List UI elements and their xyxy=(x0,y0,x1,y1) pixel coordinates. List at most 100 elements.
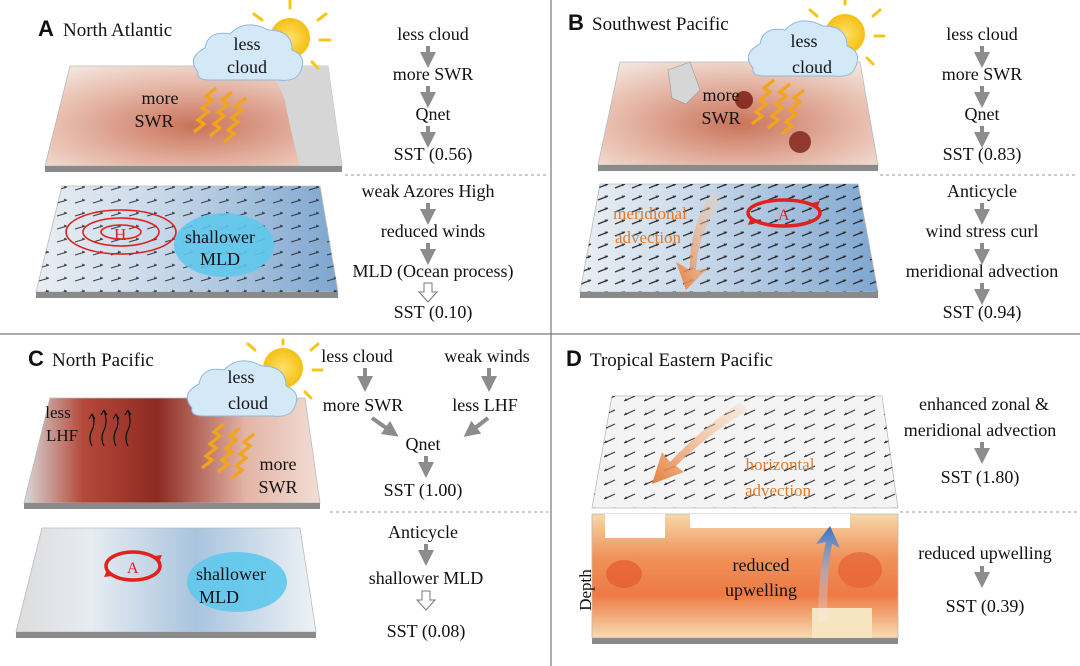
chain-step: SST (0.08) xyxy=(387,621,466,642)
panel-d: D Tropical Eastern Pacific horizontal ad… xyxy=(566,346,1078,644)
chain-step: enhanced zonal & xyxy=(919,394,1049,414)
cloud-text-line2: cloud xyxy=(792,57,832,77)
swr-wave-icon xyxy=(201,422,255,480)
panel-d-wind-map xyxy=(591,395,899,509)
chain-step: less cloud xyxy=(946,24,1018,44)
advection-arrow-icon xyxy=(676,192,722,290)
cloud-text-line1: less xyxy=(234,34,261,54)
chain-step: SST (1.80) xyxy=(941,467,1020,488)
panel-d-depth-section xyxy=(591,513,899,644)
mld-label-line2: MLD xyxy=(200,249,240,269)
panel-b-wind-map xyxy=(579,183,879,298)
azores-high-contours xyxy=(65,209,177,255)
panel-d-title: Tropical Eastern Pacific xyxy=(590,350,773,371)
chain-step: less cloud xyxy=(321,346,393,366)
mld-blob xyxy=(187,552,287,612)
panel-d-chain-top: enhanced zonal & meridional advection SS… xyxy=(904,394,1056,488)
panel-a-letter: A xyxy=(38,16,54,41)
chain-step: SST (0.10) xyxy=(394,302,473,323)
panel-a-title: North Atlantic xyxy=(63,20,172,41)
panel-c-mld-map xyxy=(15,527,317,638)
chain-step: Anticycle xyxy=(947,181,1017,201)
cloud-text-line1: less xyxy=(228,367,255,387)
advection-label-line2: advection xyxy=(615,228,682,247)
panel-c-title: North Pacific xyxy=(52,350,154,371)
panel-d-chain-bottom: reduced upwelling SST (0.39) xyxy=(918,543,1051,617)
cloud-text-line1: less xyxy=(791,31,818,51)
chain-step: SST (0.39) xyxy=(946,596,1025,617)
chain-step: SST (1.00) xyxy=(384,480,463,501)
high-label: H xyxy=(114,225,126,244)
anticyclone-icon xyxy=(104,550,162,582)
mld-blob xyxy=(174,213,274,277)
panel-b-title: Southwest Pacific xyxy=(592,14,729,35)
map-text-line2: SWR xyxy=(258,477,297,497)
cloud-icon xyxy=(192,24,304,81)
panel-b-chain-top: less cloud more SWR Qnet SST (0.83) xyxy=(942,24,1023,165)
lhf-label-line1: less xyxy=(45,403,71,422)
chain-step: weak winds xyxy=(444,346,529,366)
chain-step: reduced winds xyxy=(381,221,485,241)
anticyclone-label: A xyxy=(778,207,790,224)
panel-a-wind-map xyxy=(35,185,339,298)
chain-step: Qnet xyxy=(965,104,1000,124)
chain-step: less cloud xyxy=(397,24,469,44)
hollow-down-arrow-icon xyxy=(417,282,439,303)
cloud-text-line2: cloud xyxy=(227,57,267,77)
depth-axis-label: Depth xyxy=(576,569,595,611)
cloud-icon xyxy=(186,360,298,417)
panel-c-chain-bottom: Anticycle shallower MLD SST (0.08) xyxy=(369,522,483,642)
mld-label-line1: shallower xyxy=(185,227,255,247)
map-text-line2: SWR xyxy=(701,108,740,128)
hollow-down-arrow-icon xyxy=(415,590,437,611)
chain-step: more SWR xyxy=(393,64,474,84)
swr-wave-icon xyxy=(751,78,805,136)
panel-d-letter: D xyxy=(566,346,582,371)
upwelling-label-line2: upwelling xyxy=(725,580,797,600)
chain-step: SST (0.56) xyxy=(394,144,473,165)
panel-a-chain-top: less cloud more SWR Qnet SST (0.56) xyxy=(393,24,474,165)
chain-step: less LHF xyxy=(452,395,518,415)
panel-a: A North Atlantic H shallower MLD xyxy=(35,0,548,323)
chain-step: Qnet xyxy=(406,434,441,454)
panel-b: B Southwest Pacific A meridional advecti… xyxy=(568,0,1078,323)
map-text-line1: more xyxy=(142,88,179,108)
advection-label-line2: advection xyxy=(745,481,812,500)
chain-step: SST (0.94) xyxy=(943,302,1022,323)
mld-label-line2: MLD xyxy=(199,587,239,607)
mld-label-line1: shallower xyxy=(196,564,266,584)
lhf-label-line2: LHF xyxy=(46,426,78,445)
advection-label-line1: meridional xyxy=(613,204,687,223)
chain-step: more SWR xyxy=(323,395,404,415)
merge-arrow-icon xyxy=(370,416,399,437)
advection-label-line1: horizontal xyxy=(746,455,815,474)
map-text-line2: SWR xyxy=(134,111,173,131)
anticyclone-label: A xyxy=(127,560,139,577)
panel-c-chain-top: less cloud more SWR weak winds less LHF … xyxy=(321,346,529,501)
chain-step: meridional advection xyxy=(906,261,1058,281)
lhf-arrows-icon xyxy=(88,409,132,447)
panel-b-swr-map xyxy=(597,61,879,171)
panel-c-letter: C xyxy=(28,346,44,371)
chain-step: reduced upwelling xyxy=(918,543,1051,563)
map-text-line1: more xyxy=(703,85,740,105)
upwelling-label-line1: reduced xyxy=(733,555,790,575)
chain-step: meridional advection xyxy=(904,420,1056,440)
chain-step: more SWR xyxy=(942,64,1023,84)
map-text-line1: more xyxy=(260,454,297,474)
panel-a-chain-bottom: weak Azores High reduced winds MLD (Ocea… xyxy=(353,181,514,323)
chain-step: MLD (Ocean process) xyxy=(353,261,514,282)
panel-b-letter: B xyxy=(568,10,584,35)
chain-step: weak Azores High xyxy=(362,181,495,201)
upwelling-arrow-icon xyxy=(816,526,840,622)
chain-step: SST (0.83) xyxy=(943,144,1022,165)
chain-step: Anticycle xyxy=(388,522,458,542)
chain-step: shallower MLD xyxy=(369,568,483,588)
cloud-icon xyxy=(747,20,859,77)
chain-step: wind stress curl xyxy=(926,221,1039,241)
cloud-text-line2: cloud xyxy=(228,393,268,413)
panel-a-swr-map xyxy=(44,65,343,172)
merge-arrow-icon xyxy=(463,416,490,437)
advection-arrow-icon xyxy=(652,402,748,484)
